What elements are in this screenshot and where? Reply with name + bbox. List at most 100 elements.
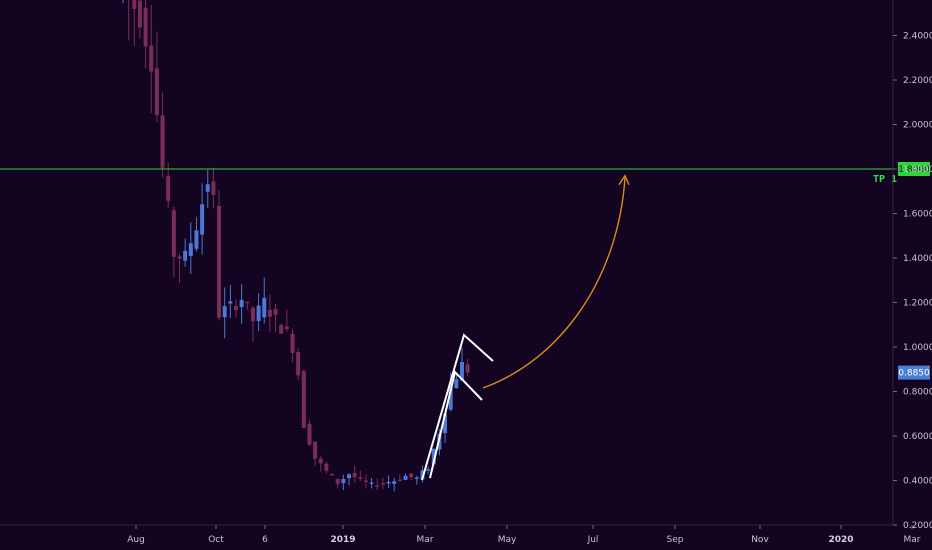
candle — [318, 455, 323, 472]
candle — [341, 474, 346, 490]
candle — [205, 169, 210, 208]
time-tick-label: 6 — [262, 535, 268, 545]
candle-body — [211, 181, 216, 195]
candle-body — [352, 472, 357, 478]
tp-price-badge — [898, 162, 930, 176]
candle — [267, 294, 272, 332]
candle — [392, 477, 397, 492]
candle — [414, 475, 419, 485]
candle-body — [375, 485, 380, 487]
candle — [128, 0, 130, 41]
candle-body — [363, 480, 368, 483]
candle — [330, 473, 335, 476]
candle-body — [409, 473, 414, 478]
candle-body — [245, 301, 250, 304]
candle-body — [448, 386, 453, 410]
candle-body — [188, 243, 193, 256]
candle-body — [160, 115, 165, 168]
candle-body — [290, 333, 295, 353]
candle-body — [392, 481, 397, 485]
candle — [386, 475, 391, 489]
candle-body — [301, 371, 306, 429]
candle-body — [267, 309, 272, 317]
price-tick-label: 0.8000 — [903, 388, 932, 398]
candle — [465, 358, 470, 377]
candle-body — [194, 230, 199, 249]
candle-body — [341, 478, 346, 484]
candle-body — [324, 463, 329, 471]
candle-body — [426, 469, 431, 471]
time-tick-label: Jul — [587, 535, 599, 545]
candle — [177, 254, 182, 284]
candle — [137, 0, 142, 39]
candle — [171, 206, 176, 278]
candle — [154, 31, 159, 123]
candle-body — [166, 176, 171, 201]
price-tick-label: 0.2000 — [903, 521, 932, 531]
tp-line-group: TP 1 1.8000 — [0, 162, 930, 185]
time-tick-label: Sep — [667, 535, 684, 545]
candle — [149, 5, 154, 114]
candle-body — [358, 477, 363, 479]
price-tick-label: 1.0000 — [903, 343, 932, 353]
candle-body — [171, 210, 176, 257]
candle-body — [397, 479, 402, 482]
candle — [307, 419, 312, 446]
time-tick-label: Oct — [208, 535, 224, 545]
candle — [335, 478, 340, 489]
time-tick-label: May — [498, 535, 517, 545]
candle-body — [431, 448, 436, 465]
candle-body — [460, 361, 464, 381]
candle-body — [335, 478, 340, 484]
candle-body — [454, 379, 459, 389]
candle — [239, 284, 244, 324]
candle — [375, 478, 380, 491]
candle — [284, 309, 289, 332]
candle-body — [318, 458, 323, 464]
candle — [460, 347, 464, 382]
candle — [403, 473, 408, 481]
candle — [211, 167, 216, 209]
candle-body — [154, 68, 159, 115]
price-tick-label: 1.8000 — [903, 165, 932, 175]
candle-body — [256, 305, 261, 321]
time-tick-label: Aug — [127, 535, 145, 545]
tp-label: TP 1 — [873, 174, 897, 185]
candle — [160, 92, 165, 178]
candle — [426, 466, 431, 475]
price-tick-label: 0.6000 — [903, 432, 932, 442]
time-tick-label: Mar — [417, 535, 434, 545]
projection-arrowhead — [618, 174, 630, 186]
price-axis[interactable]: 0.2000 0.4000 0.6000 0.8000 1.0000 1.2000 1.40… — [892, 0, 932, 531]
candle-body — [183, 250, 188, 261]
candle — [352, 465, 357, 483]
candle — [296, 348, 301, 381]
candle — [313, 441, 318, 466]
candle-body — [307, 423, 312, 445]
candle-body — [330, 473, 335, 476]
candle-body — [250, 307, 255, 322]
candle — [217, 190, 222, 321]
candle — [324, 461, 329, 474]
candle — [245, 301, 250, 310]
candle — [397, 474, 402, 482]
price-tick-label: 1.4000 — [903, 254, 932, 264]
time-tick-label: 2020 — [828, 535, 853, 545]
candle-body — [273, 309, 278, 315]
candle — [279, 323, 284, 335]
candle — [183, 238, 188, 267]
candle-body — [284, 326, 289, 329]
candle — [194, 217, 199, 252]
candle — [166, 162, 171, 208]
candle — [454, 372, 459, 389]
candle — [222, 287, 227, 339]
projection-curve — [482, 177, 626, 389]
candle — [290, 328, 295, 363]
candle — [188, 222, 193, 274]
time-tick-label: Nov — [751, 535, 769, 545]
candle-body — [403, 475, 408, 480]
time-axis[interactable]: Aug Oct 6 2019 Mar May Jul Sep Nov 2020 Mar — [0, 524, 921, 545]
candle-body — [143, 7, 148, 47]
price-tick-label: 2.2000 — [903, 76, 932, 86]
